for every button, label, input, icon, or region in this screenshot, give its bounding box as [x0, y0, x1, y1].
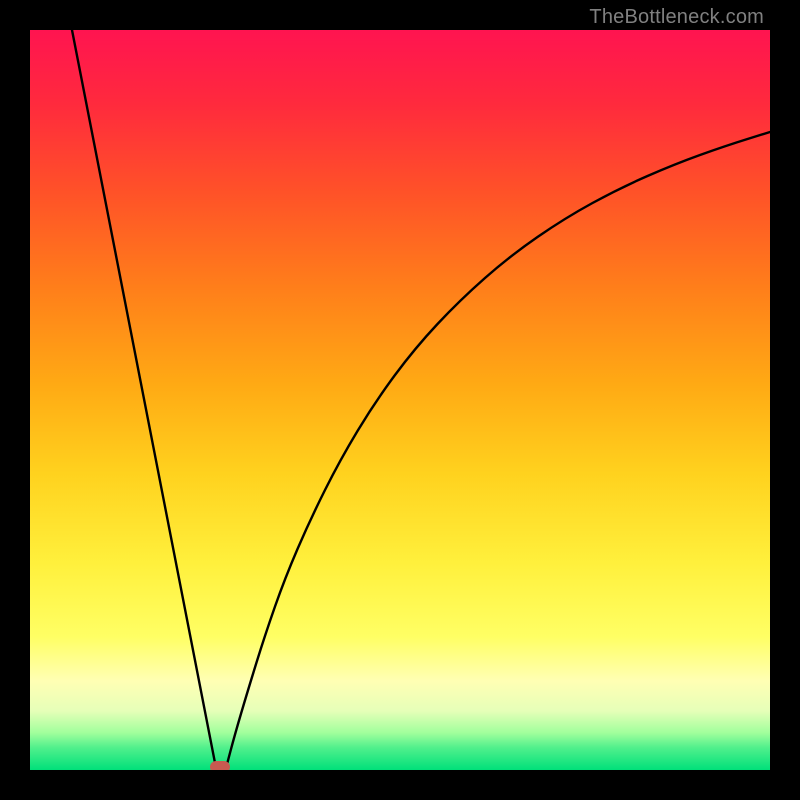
plot-area [30, 30, 770, 770]
watermark-text: TheBottleneck.com [589, 6, 764, 29]
minimum-marker [30, 30, 770, 770]
bottleneck-curve [30, 30, 770, 770]
